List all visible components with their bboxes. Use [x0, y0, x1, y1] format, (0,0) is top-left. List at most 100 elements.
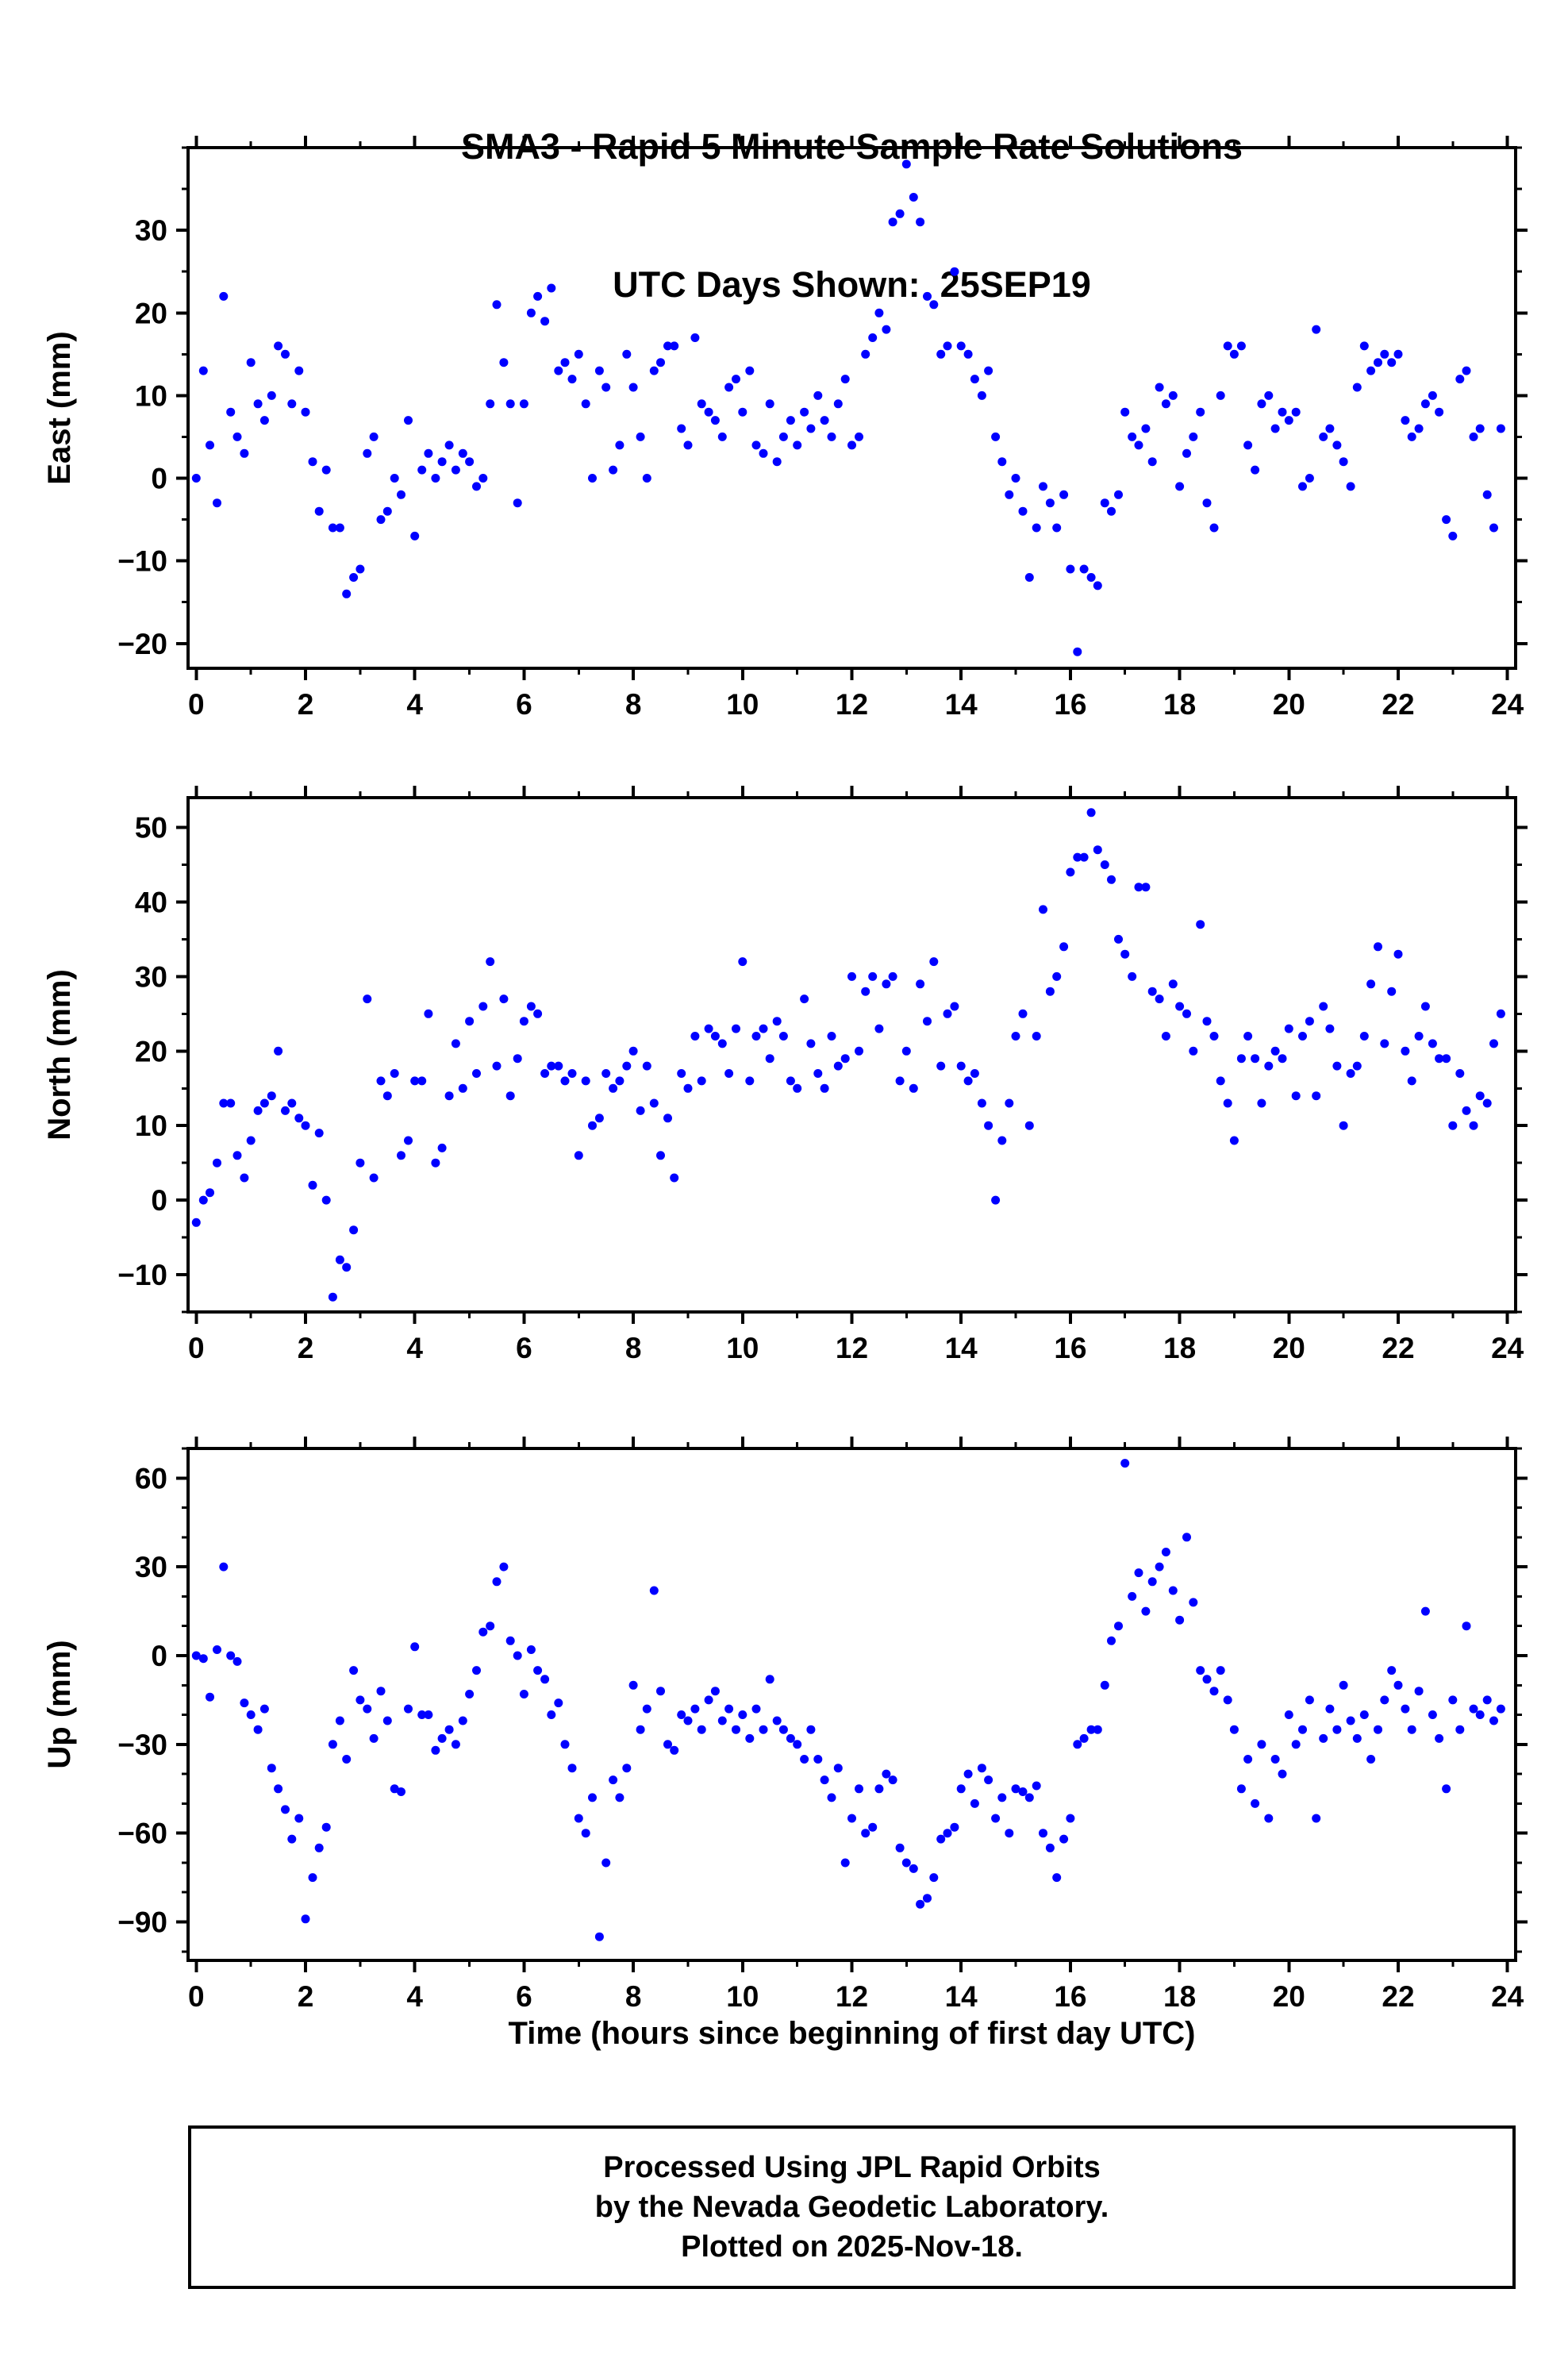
x-tick-label: 2	[298, 1332, 314, 1364]
y-tick-label: −10	[117, 545, 167, 578]
data-point	[697, 1725, 706, 1734]
data-point	[1407, 1725, 1416, 1734]
data-point	[369, 1173, 379, 1183]
x-tick-label: 12	[836, 1980, 868, 2013]
data-point	[1428, 390, 1437, 400]
data-point	[281, 349, 290, 359]
data-point	[308, 1873, 317, 1883]
data-point	[622, 349, 632, 359]
data-point	[1128, 432, 1137, 441]
data-point	[376, 1687, 386, 1696]
data-point	[1155, 383, 1164, 392]
data-point	[1066, 1814, 1075, 1823]
data-point	[1202, 1675, 1212, 1684]
data-point	[759, 448, 768, 458]
data-point	[909, 1083, 918, 1093]
x-tick-label: 8	[625, 688, 642, 721]
x-tick-label: 14	[945, 1980, 978, 2013]
data-point	[1264, 1061, 1274, 1071]
data-point	[1066, 867, 1075, 877]
data-point	[697, 1076, 706, 1086]
data-point	[486, 1621, 495, 1631]
data-point	[1107, 506, 1116, 516]
data-point	[991, 1195, 1001, 1205]
data-point	[868, 333, 878, 342]
data-point	[274, 341, 283, 351]
data-point	[1374, 1725, 1382, 1734]
data-point	[219, 291, 229, 301]
data-point	[1284, 416, 1293, 425]
data-point	[745, 1076, 755, 1086]
data-point	[1196, 920, 1205, 929]
x-tick-label: 22	[1382, 688, 1414, 721]
data-point	[1366, 366, 1376, 375]
data-point	[499, 358, 509, 367]
data-point	[609, 1083, 618, 1093]
data-point	[950, 267, 959, 276]
data-point	[833, 1061, 843, 1071]
data-point	[505, 399, 515, 409]
data-point	[956, 1784, 966, 1794]
data-point	[936, 1061, 946, 1071]
x-tick-label: 0	[188, 688, 205, 721]
data-point	[519, 1017, 528, 1026]
data-point	[1107, 1636, 1116, 1645]
x-tick-label: 18	[1163, 688, 1196, 721]
data-point	[793, 1740, 802, 1749]
data-point	[533, 1666, 543, 1675]
data-point	[1107, 875, 1116, 884]
y-tick-label: 40	[135, 886, 167, 918]
data-point	[240, 1173, 249, 1183]
data-point	[936, 349, 946, 359]
data-point	[609, 1775, 618, 1785]
data-point	[683, 1083, 693, 1093]
data-point	[451, 1740, 460, 1749]
data-point	[417, 465, 427, 475]
data-point	[233, 432, 242, 441]
data-point	[444, 440, 454, 450]
plot-frame	[186, 146, 1517, 670]
data-point	[1332, 1061, 1342, 1071]
data-point	[642, 1704, 651, 1714]
data-point	[1387, 1666, 1397, 1675]
data-point	[1319, 432, 1328, 441]
data-point	[1270, 424, 1280, 433]
footer-line-2: by the Nevada Geodetic Laboratory.	[594, 2191, 1109, 2224]
data-point	[198, 1654, 208, 1664]
data-point	[437, 1733, 447, 1743]
data-point	[314, 506, 324, 516]
data-point	[1209, 1032, 1219, 1041]
data-point	[1073, 1740, 1082, 1749]
data-point	[923, 1017, 932, 1026]
data-point	[1147, 987, 1157, 996]
data-point	[1393, 349, 1403, 359]
data-point	[724, 1704, 734, 1714]
data-point	[1298, 482, 1307, 491]
data-point	[410, 1076, 420, 1086]
data-point	[827, 1032, 836, 1041]
data-point	[472, 1666, 481, 1675]
data-point	[1393, 949, 1403, 959]
data-point	[465, 1690, 475, 1698]
data-point	[977, 390, 986, 400]
data-point	[213, 498, 221, 508]
data-point	[765, 1054, 774, 1064]
data-point	[1024, 1121, 1034, 1130]
data-point	[963, 349, 973, 359]
data-point	[478, 474, 488, 483]
data-point	[901, 1046, 911, 1056]
data-point	[704, 1695, 713, 1705]
data-point	[1093, 845, 1102, 855]
data-point	[1393, 1680, 1403, 1690]
data-point	[335, 523, 344, 533]
data-point	[956, 1061, 966, 1071]
data-point	[840, 375, 850, 384]
data-point	[1257, 1740, 1266, 1749]
data-point	[1455, 375, 1465, 384]
data-point	[1319, 1002, 1328, 1011]
data-point	[253, 1725, 263, 1734]
data-point	[977, 1764, 986, 1773]
data-point	[677, 424, 686, 433]
data-point	[382, 1091, 392, 1101]
data-point	[540, 1069, 550, 1078]
